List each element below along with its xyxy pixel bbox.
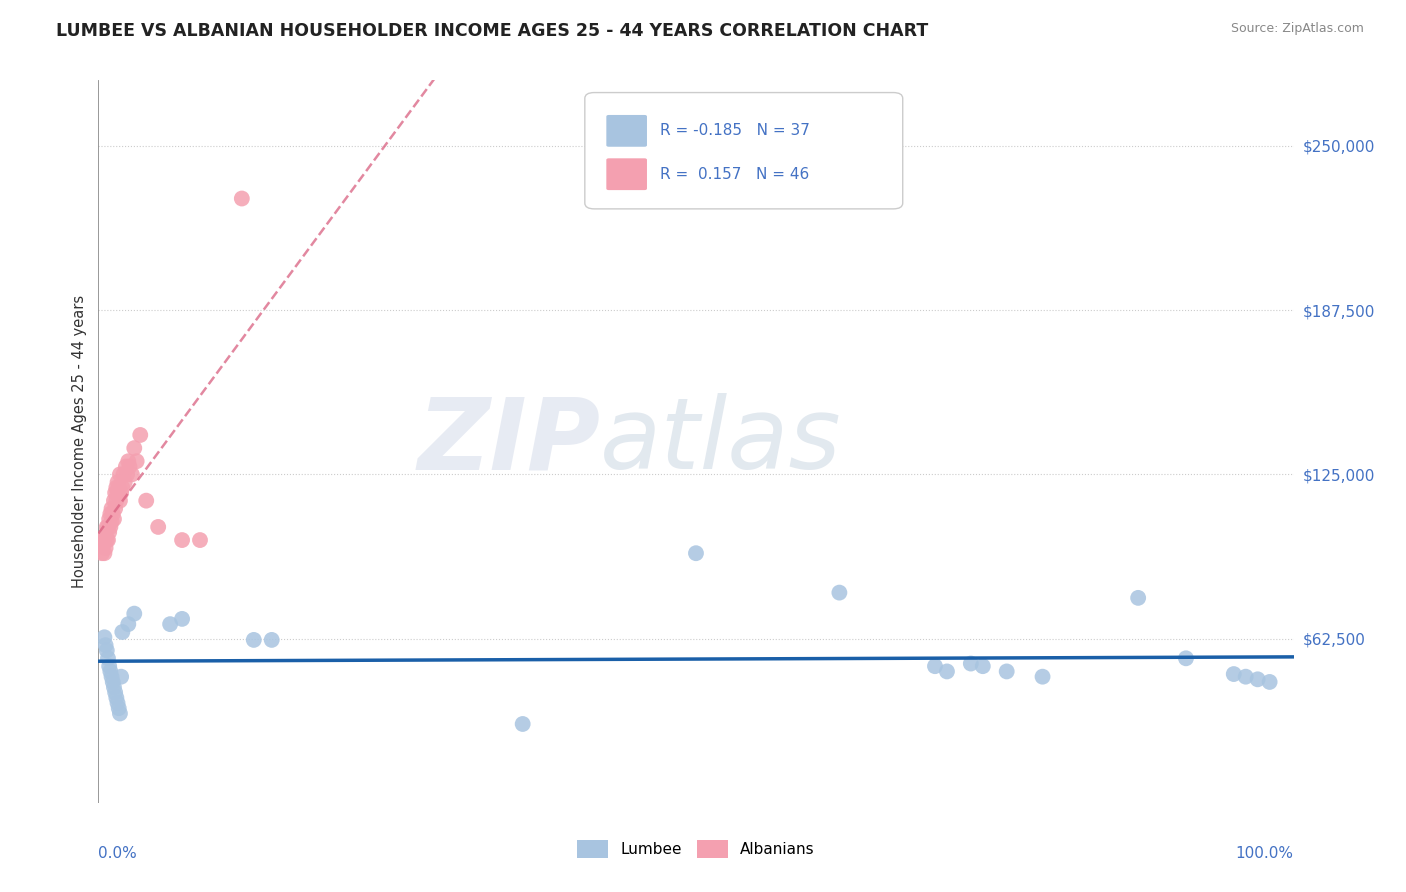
Point xyxy=(98,659,121,673)
Point xyxy=(1258,675,1281,690)
Legend: Lumbee, Albanians: Lumbee, Albanians xyxy=(571,834,821,863)
Point xyxy=(188,533,211,547)
Point xyxy=(104,485,127,500)
Point xyxy=(96,520,118,534)
Point xyxy=(231,192,253,206)
Point xyxy=(91,538,114,552)
Point xyxy=(108,493,131,508)
Point xyxy=(103,512,125,526)
Point xyxy=(98,512,121,526)
Point xyxy=(1247,673,1270,687)
Point xyxy=(105,481,128,495)
Point xyxy=(107,701,129,715)
Point xyxy=(91,533,114,547)
Point xyxy=(112,467,135,482)
Point xyxy=(125,454,148,468)
Point xyxy=(107,485,129,500)
Point xyxy=(104,501,127,516)
Point xyxy=(924,659,946,673)
Text: Source: ZipAtlas.com: Source: ZipAtlas.com xyxy=(1230,22,1364,36)
FancyBboxPatch shape xyxy=(585,93,903,209)
Point xyxy=(103,680,125,694)
Point xyxy=(100,515,122,529)
Point xyxy=(124,607,146,621)
Point xyxy=(118,459,141,474)
Point xyxy=(115,467,138,482)
Text: R = -0.185   N = 37: R = -0.185 N = 37 xyxy=(661,123,810,138)
Point xyxy=(100,501,122,516)
Text: ZIP: ZIP xyxy=(418,393,600,490)
Point xyxy=(94,528,117,542)
Point xyxy=(159,617,181,632)
Point xyxy=(91,546,114,560)
Point xyxy=(111,625,134,640)
Y-axis label: Householder Income Ages 25 - 44 years: Householder Income Ages 25 - 44 years xyxy=(72,295,87,588)
Point xyxy=(94,638,117,652)
Point xyxy=(110,485,132,500)
Text: R =  0.157   N = 46: R = 0.157 N = 46 xyxy=(661,167,810,182)
Point xyxy=(103,493,125,508)
Point xyxy=(936,665,959,679)
Point xyxy=(97,533,120,547)
Point xyxy=(260,632,283,647)
FancyBboxPatch shape xyxy=(606,115,647,147)
Point xyxy=(105,690,128,705)
Point xyxy=(1175,651,1198,665)
Point xyxy=(111,481,134,495)
Point xyxy=(105,493,128,508)
Text: atlas: atlas xyxy=(600,393,842,490)
Point xyxy=(115,459,138,474)
Point xyxy=(100,670,122,684)
Point xyxy=(98,507,122,521)
Text: 0.0%: 0.0% xyxy=(98,847,138,861)
Point xyxy=(1128,591,1150,605)
Point xyxy=(148,520,170,534)
Point xyxy=(108,467,131,482)
Point xyxy=(98,525,121,540)
Point xyxy=(1223,667,1246,681)
Point xyxy=(135,493,157,508)
Point xyxy=(107,481,129,495)
Point xyxy=(117,454,139,468)
Point xyxy=(107,696,129,710)
Point xyxy=(172,533,194,547)
Point xyxy=(124,441,146,455)
Point xyxy=(93,533,115,547)
Point xyxy=(685,546,707,560)
Point xyxy=(96,533,118,547)
Text: LUMBEE VS ALBANIAN HOUSEHOLDER INCOME AGES 25 - 44 YEARS CORRELATION CHART: LUMBEE VS ALBANIAN HOUSEHOLDER INCOME AG… xyxy=(56,22,928,40)
FancyBboxPatch shape xyxy=(606,158,647,190)
Point xyxy=(243,632,266,647)
Point xyxy=(101,675,124,690)
Point xyxy=(96,643,118,657)
Point xyxy=(512,717,534,731)
Point xyxy=(110,670,132,684)
Point xyxy=(97,520,120,534)
Point xyxy=(995,665,1018,679)
Point xyxy=(104,685,127,699)
Text: 100.0%: 100.0% xyxy=(1236,847,1294,861)
Point xyxy=(107,475,129,490)
Point xyxy=(94,541,117,555)
Point xyxy=(828,585,851,599)
Point xyxy=(972,659,994,673)
Point xyxy=(108,706,131,721)
Point xyxy=(98,520,122,534)
Point xyxy=(960,657,983,671)
Point xyxy=(1032,670,1054,684)
Point xyxy=(98,665,122,679)
Point xyxy=(93,630,115,644)
Point xyxy=(129,428,152,442)
Point xyxy=(1234,670,1257,684)
Point xyxy=(97,651,120,665)
Point xyxy=(117,617,139,632)
Point xyxy=(121,467,143,482)
Point xyxy=(172,612,194,626)
Point xyxy=(93,546,115,560)
Point xyxy=(101,507,124,521)
Point xyxy=(114,475,136,490)
